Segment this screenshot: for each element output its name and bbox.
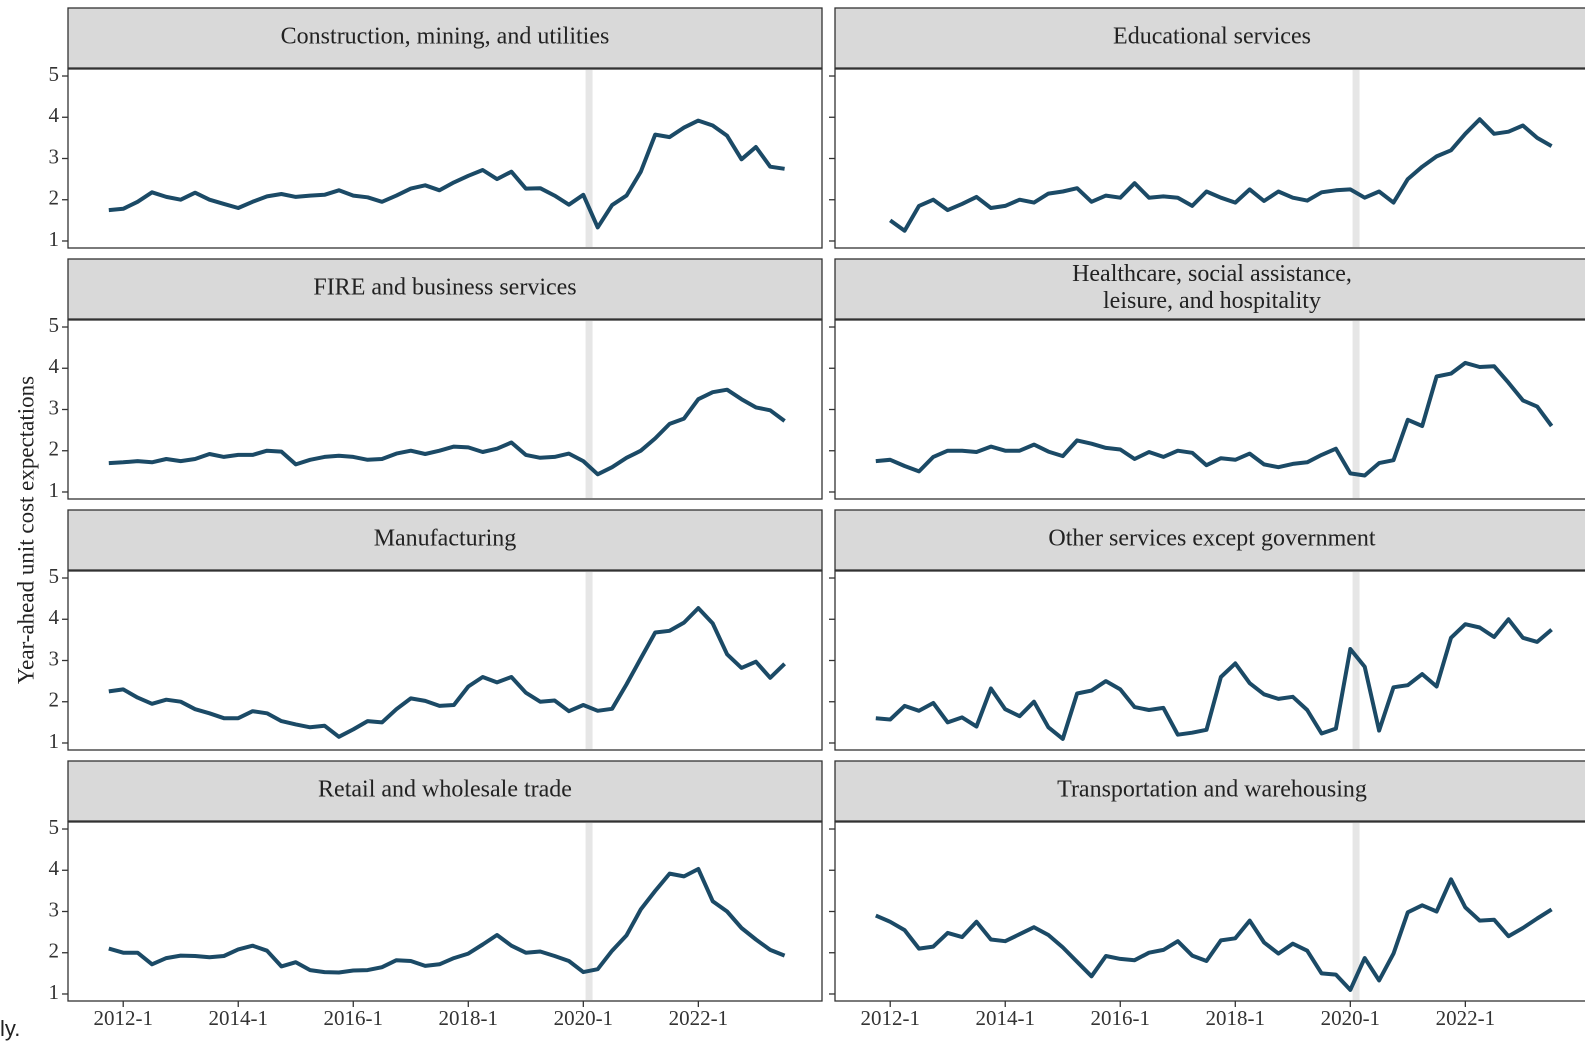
data-line [875, 877, 1553, 992]
strip [834, 509, 1585, 571]
data-line [108, 606, 786, 739]
y-tick-label: 5 [49, 564, 60, 588]
data-line [875, 360, 1554, 478]
x-tick-label: 2018-1 [1206, 1006, 1266, 1030]
y-tick-label: 5 [49, 815, 60, 839]
y-tick-label: 1 [49, 980, 60, 1004]
panel-title: Educational services [1113, 24, 1311, 50]
y-tick-label: 2 [49, 186, 60, 210]
panel-title: Construction, mining, and utilities [281, 24, 610, 50]
x-tick-label: 2020-1 [554, 1006, 614, 1030]
plot-area [67, 821, 823, 1002]
data-line [108, 118, 785, 230]
x-tick-label: 2014-1 [208, 1006, 268, 1030]
panel-title: Other services except government [1048, 526, 1376, 552]
plot-area [67, 68, 823, 249]
y-tick-label: 1 [49, 729, 60, 753]
plot-area [834, 68, 1585, 249]
panel-title: FIRE and business services [313, 275, 576, 301]
y-tick-label: 4 [49, 103, 60, 127]
y-tick-label: 2 [49, 437, 60, 461]
y-tick-label: 1 [49, 478, 60, 502]
y-axis-label: Year-ahead unit cost expectations [13, 376, 38, 684]
x-tick-label: 2014-1 [975, 1006, 1035, 1030]
panel-title: leisure, and hospitality [1103, 288, 1321, 314]
strip [834, 258, 1585, 320]
x-tick-label: 2012-1 [860, 1006, 920, 1030]
y-tick-label: 3 [49, 646, 60, 670]
panel-title: Manufacturing [374, 526, 517, 552]
plot-area [834, 821, 1585, 1002]
x-tick-label: 2018-1 [439, 1006, 499, 1030]
plot-area [67, 319, 823, 500]
strip [67, 7, 823, 69]
data-line [108, 387, 786, 477]
x-tick-label: 2016-1 [324, 1006, 384, 1030]
strip [67, 760, 823, 822]
y-tick-label: 4 [49, 605, 60, 629]
data-line [889, 117, 1553, 233]
panel-title: Transportation and warehousing [1057, 777, 1367, 803]
panel-title: Retail and wholesale trade [318, 777, 572, 803]
strip [834, 7, 1585, 69]
data-line [875, 617, 1553, 741]
y-tick-label: 4 [49, 354, 60, 378]
strip [67, 509, 823, 571]
strip [67, 258, 823, 320]
x-tick-label: 2016-1 [1091, 1006, 1151, 1030]
panel-title: Healthcare, social assistance, [1072, 261, 1352, 287]
y-tick-label: 2 [49, 688, 60, 712]
plot-area [67, 570, 823, 751]
x-tick-label: 2020-1 [1321, 1006, 1381, 1030]
text-fragment: ly. [0, 1016, 20, 1041]
strip [834, 760, 1585, 822]
y-tick-label: 3 [49, 395, 60, 419]
y-tick-label: 1 [49, 227, 60, 251]
y-tick-label: 3 [49, 144, 60, 168]
y-tick-label: 3 [49, 897, 60, 921]
y-tick-label: 5 [49, 313, 60, 337]
y-tick-label: 5 [49, 62, 60, 86]
plot-area [834, 319, 1585, 500]
data-line [108, 867, 786, 975]
x-tick-label: 2022-1 [669, 1006, 729, 1030]
y-tick-label: 2 [49, 939, 60, 963]
x-tick-label: 2022-1 [1436, 1006, 1496, 1030]
y-tick-label: 4 [49, 856, 60, 880]
x-tick-label: 2012-1 [93, 1006, 153, 1030]
